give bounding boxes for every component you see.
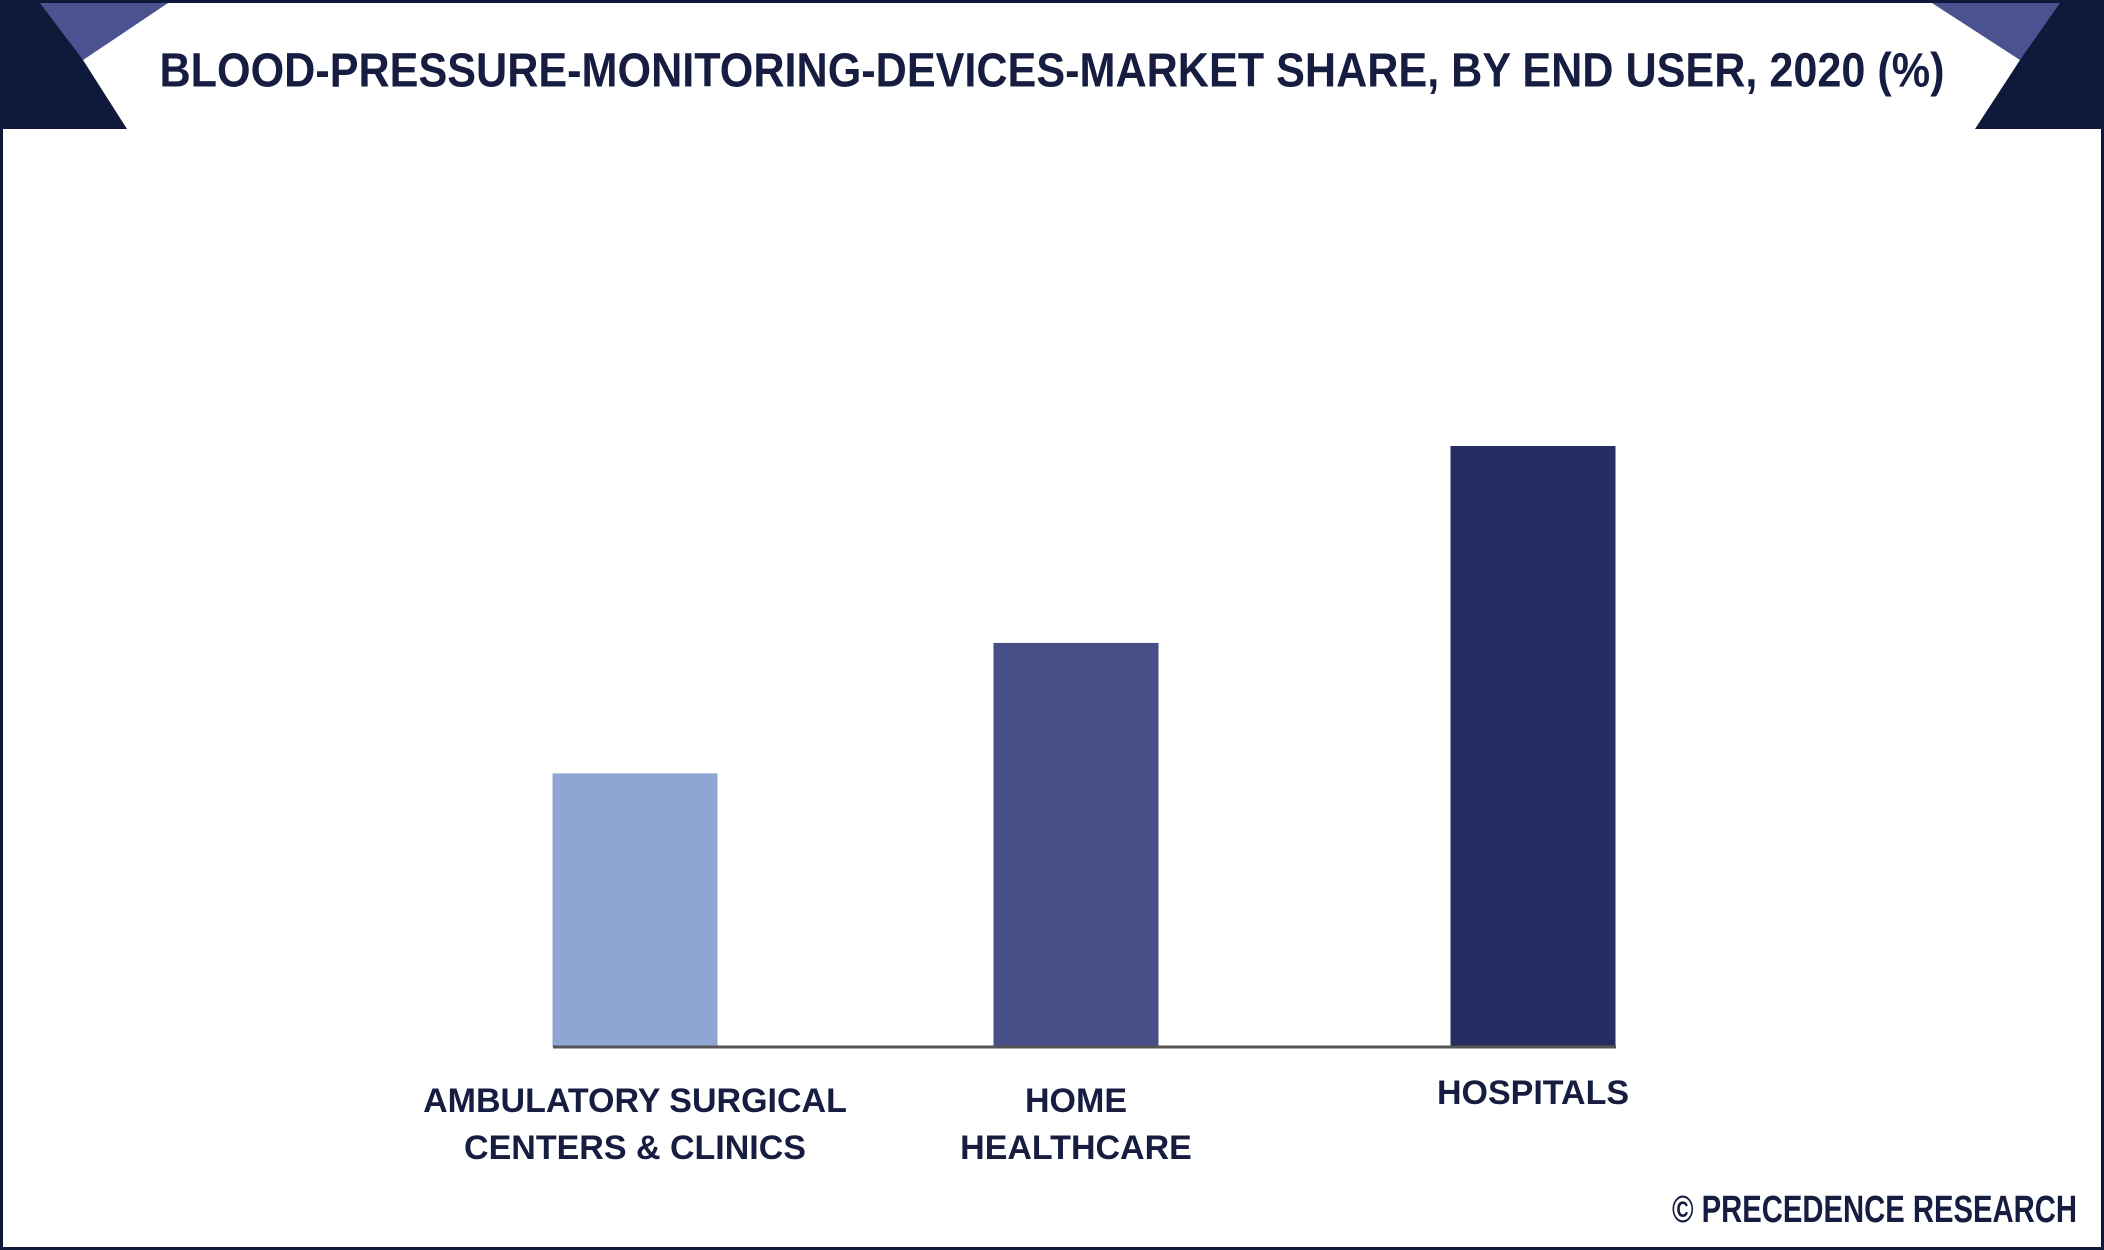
chart-title: BLOOD-PRESSURE-MONITORING-DEVICES-MARKET… <box>160 45 1945 98</box>
source: © PRECEDENCE RESEARCH <box>1672 1189 2077 1231</box>
x-tick-label: HEALTHCARE <box>960 1129 1192 1167</box>
x-tick-label: AMBULATORY SURGICAL <box>423 1082 847 1120</box>
header-accent <box>40 3 168 60</box>
x-tick-label: HOME <box>1025 1082 1127 1120</box>
header-accent <box>1932 3 2060 60</box>
bar <box>1450 446 1616 1047</box>
header-panel <box>83 3 2020 129</box>
bar <box>993 642 1159 1047</box>
x-tick-label: CENTERS & CLINICS <box>464 1129 806 1167</box>
bar <box>552 773 718 1047</box>
x-tick-label: HOSPITALS <box>1437 1074 1629 1112</box>
